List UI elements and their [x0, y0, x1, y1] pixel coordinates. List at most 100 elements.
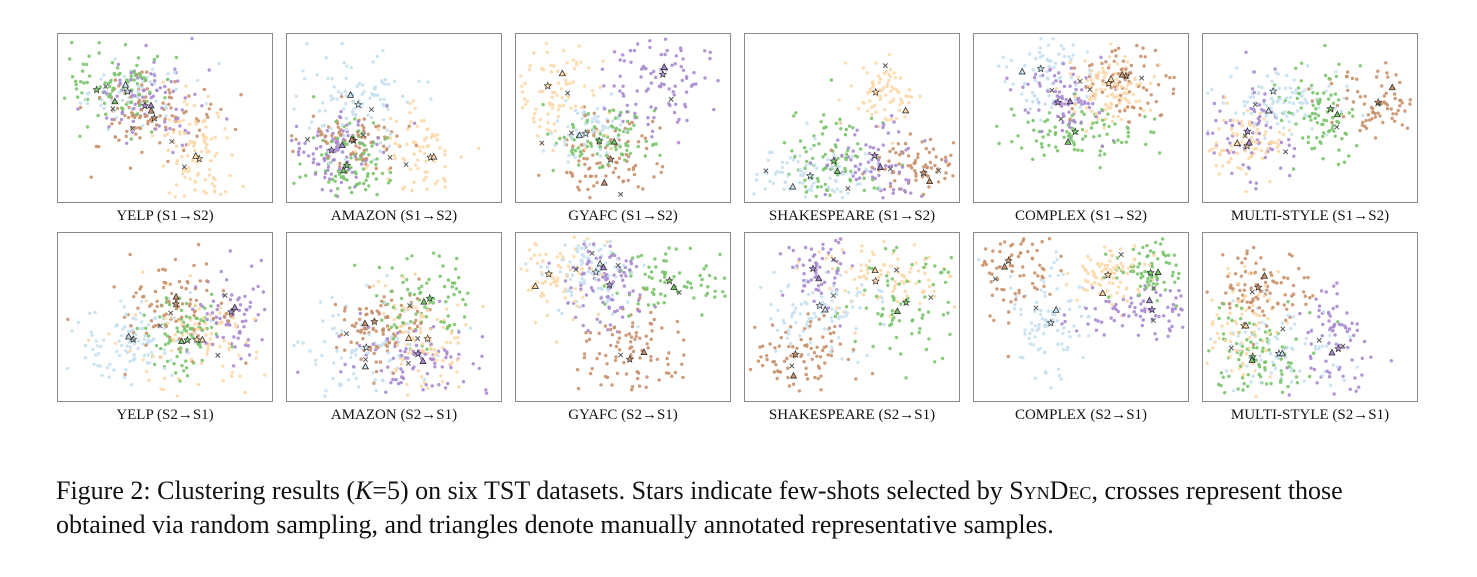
scatter-point	[629, 60, 633, 64]
scatter-point	[672, 275, 676, 279]
scatter-point	[679, 64, 683, 69]
scatter-point	[162, 348, 166, 352]
scatter-point	[1127, 314, 1131, 318]
scatter-point	[892, 170, 896, 174]
scatter-point	[1330, 120, 1334, 125]
scatter-point	[341, 129, 345, 133]
scatter-point	[1021, 85, 1025, 89]
scatter-point	[99, 344, 103, 349]
scatter-point	[596, 312, 600, 317]
scatter-point	[1262, 101, 1266, 106]
scatter-point	[868, 99, 872, 103]
scatter-point	[218, 321, 222, 326]
scatter-point	[1086, 271, 1090, 276]
scatter-point	[1236, 256, 1240, 260]
scatter-point	[1072, 324, 1076, 328]
scatter-point	[422, 377, 427, 381]
scatter-point	[426, 308, 430, 313]
scatter-point	[174, 183, 179, 187]
scatter-point	[1316, 99, 1320, 104]
scatter-point	[1038, 74, 1042, 79]
scatter-plot	[515, 33, 731, 203]
scatter-point	[1244, 172, 1248, 176]
scatter-point	[1252, 140, 1256, 144]
scatter-plot	[744, 33, 960, 203]
scatter-point	[636, 302, 640, 306]
scatter-point	[812, 253, 817, 257]
scatter-point	[902, 275, 906, 279]
scatter-point	[426, 386, 430, 390]
scatter-point	[891, 294, 895, 299]
scatter-point	[1280, 390, 1285, 395]
scatter-point	[1133, 76, 1137, 81]
scatter-point	[763, 187, 767, 191]
scatter-point	[1056, 114, 1060, 119]
triangle-marker	[640, 348, 648, 355]
scatter-point	[1302, 290, 1306, 294]
scatter-point	[895, 299, 900, 304]
scatter-point	[1116, 46, 1121, 50]
scatter-point	[1287, 143, 1291, 147]
scatter-point	[1333, 134, 1337, 138]
scatter-point	[366, 351, 370, 355]
scatter-point	[563, 139, 567, 143]
scatter-point	[855, 128, 859, 132]
scatter-point	[393, 157, 397, 161]
scatter-point	[1086, 322, 1090, 326]
scatter-point	[629, 259, 633, 263]
scatter-point	[1262, 267, 1266, 272]
scatter-point	[385, 104, 389, 108]
scatter-point	[1141, 86, 1146, 90]
scatter-point	[839, 189, 843, 194]
scatter-point	[1251, 131, 1255, 135]
scatter-point	[79, 80, 83, 84]
scatter-point	[191, 158, 195, 162]
scatter-point	[1301, 90, 1305, 94]
scatter-point	[113, 78, 118, 82]
scatter-point	[418, 290, 423, 294]
scatter-point	[1073, 92, 1077, 96]
scatter-point	[603, 374, 608, 379]
scatter-point	[551, 168, 555, 173]
scatter-point	[670, 374, 674, 378]
scatter-point	[1232, 150, 1236, 154]
scatter-point	[1240, 123, 1244, 128]
scatter-point	[765, 357, 769, 362]
scatter-point	[230, 345, 235, 349]
cross-marker	[168, 310, 174, 316]
scatter-point	[865, 353, 869, 358]
scatter-point	[143, 78, 148, 82]
scatter-point	[889, 117, 893, 122]
scatter-point	[331, 327, 335, 331]
scatter-point	[1261, 309, 1265, 313]
scatter-point	[1290, 132, 1294, 136]
scatter-point	[595, 152, 599, 156]
scatter-point	[102, 90, 107, 94]
scatter-point	[144, 43, 148, 48]
scatter-point	[194, 285, 198, 289]
scatter-point	[658, 126, 662, 130]
scatter-point	[630, 270, 634, 275]
scatter-point	[577, 163, 581, 167]
scatter-point	[1137, 251, 1141, 256]
scatter-point	[1072, 147, 1077, 152]
scatter-point	[219, 301, 224, 305]
scatter-point	[568, 81, 572, 86]
cluster-scatter	[289, 41, 481, 198]
scatter-point	[1062, 84, 1067, 89]
scatter-point	[1138, 314, 1143, 319]
scatter-point	[1235, 133, 1239, 137]
scatter-point	[575, 304, 579, 308]
scatter-point	[344, 116, 348, 121]
scatter-plot	[1202, 33, 1418, 203]
scatter-point	[1241, 111, 1246, 116]
scatter-point	[1345, 96, 1349, 101]
scatter-point	[1281, 132, 1286, 137]
scatter-point	[1398, 80, 1402, 85]
scatter-point	[799, 338, 803, 342]
scatter-point	[579, 258, 583, 262]
scatter-point	[1348, 335, 1352, 339]
scatter-point	[760, 363, 765, 368]
scatter-point	[323, 134, 327, 138]
scatter-point	[923, 295, 927, 299]
